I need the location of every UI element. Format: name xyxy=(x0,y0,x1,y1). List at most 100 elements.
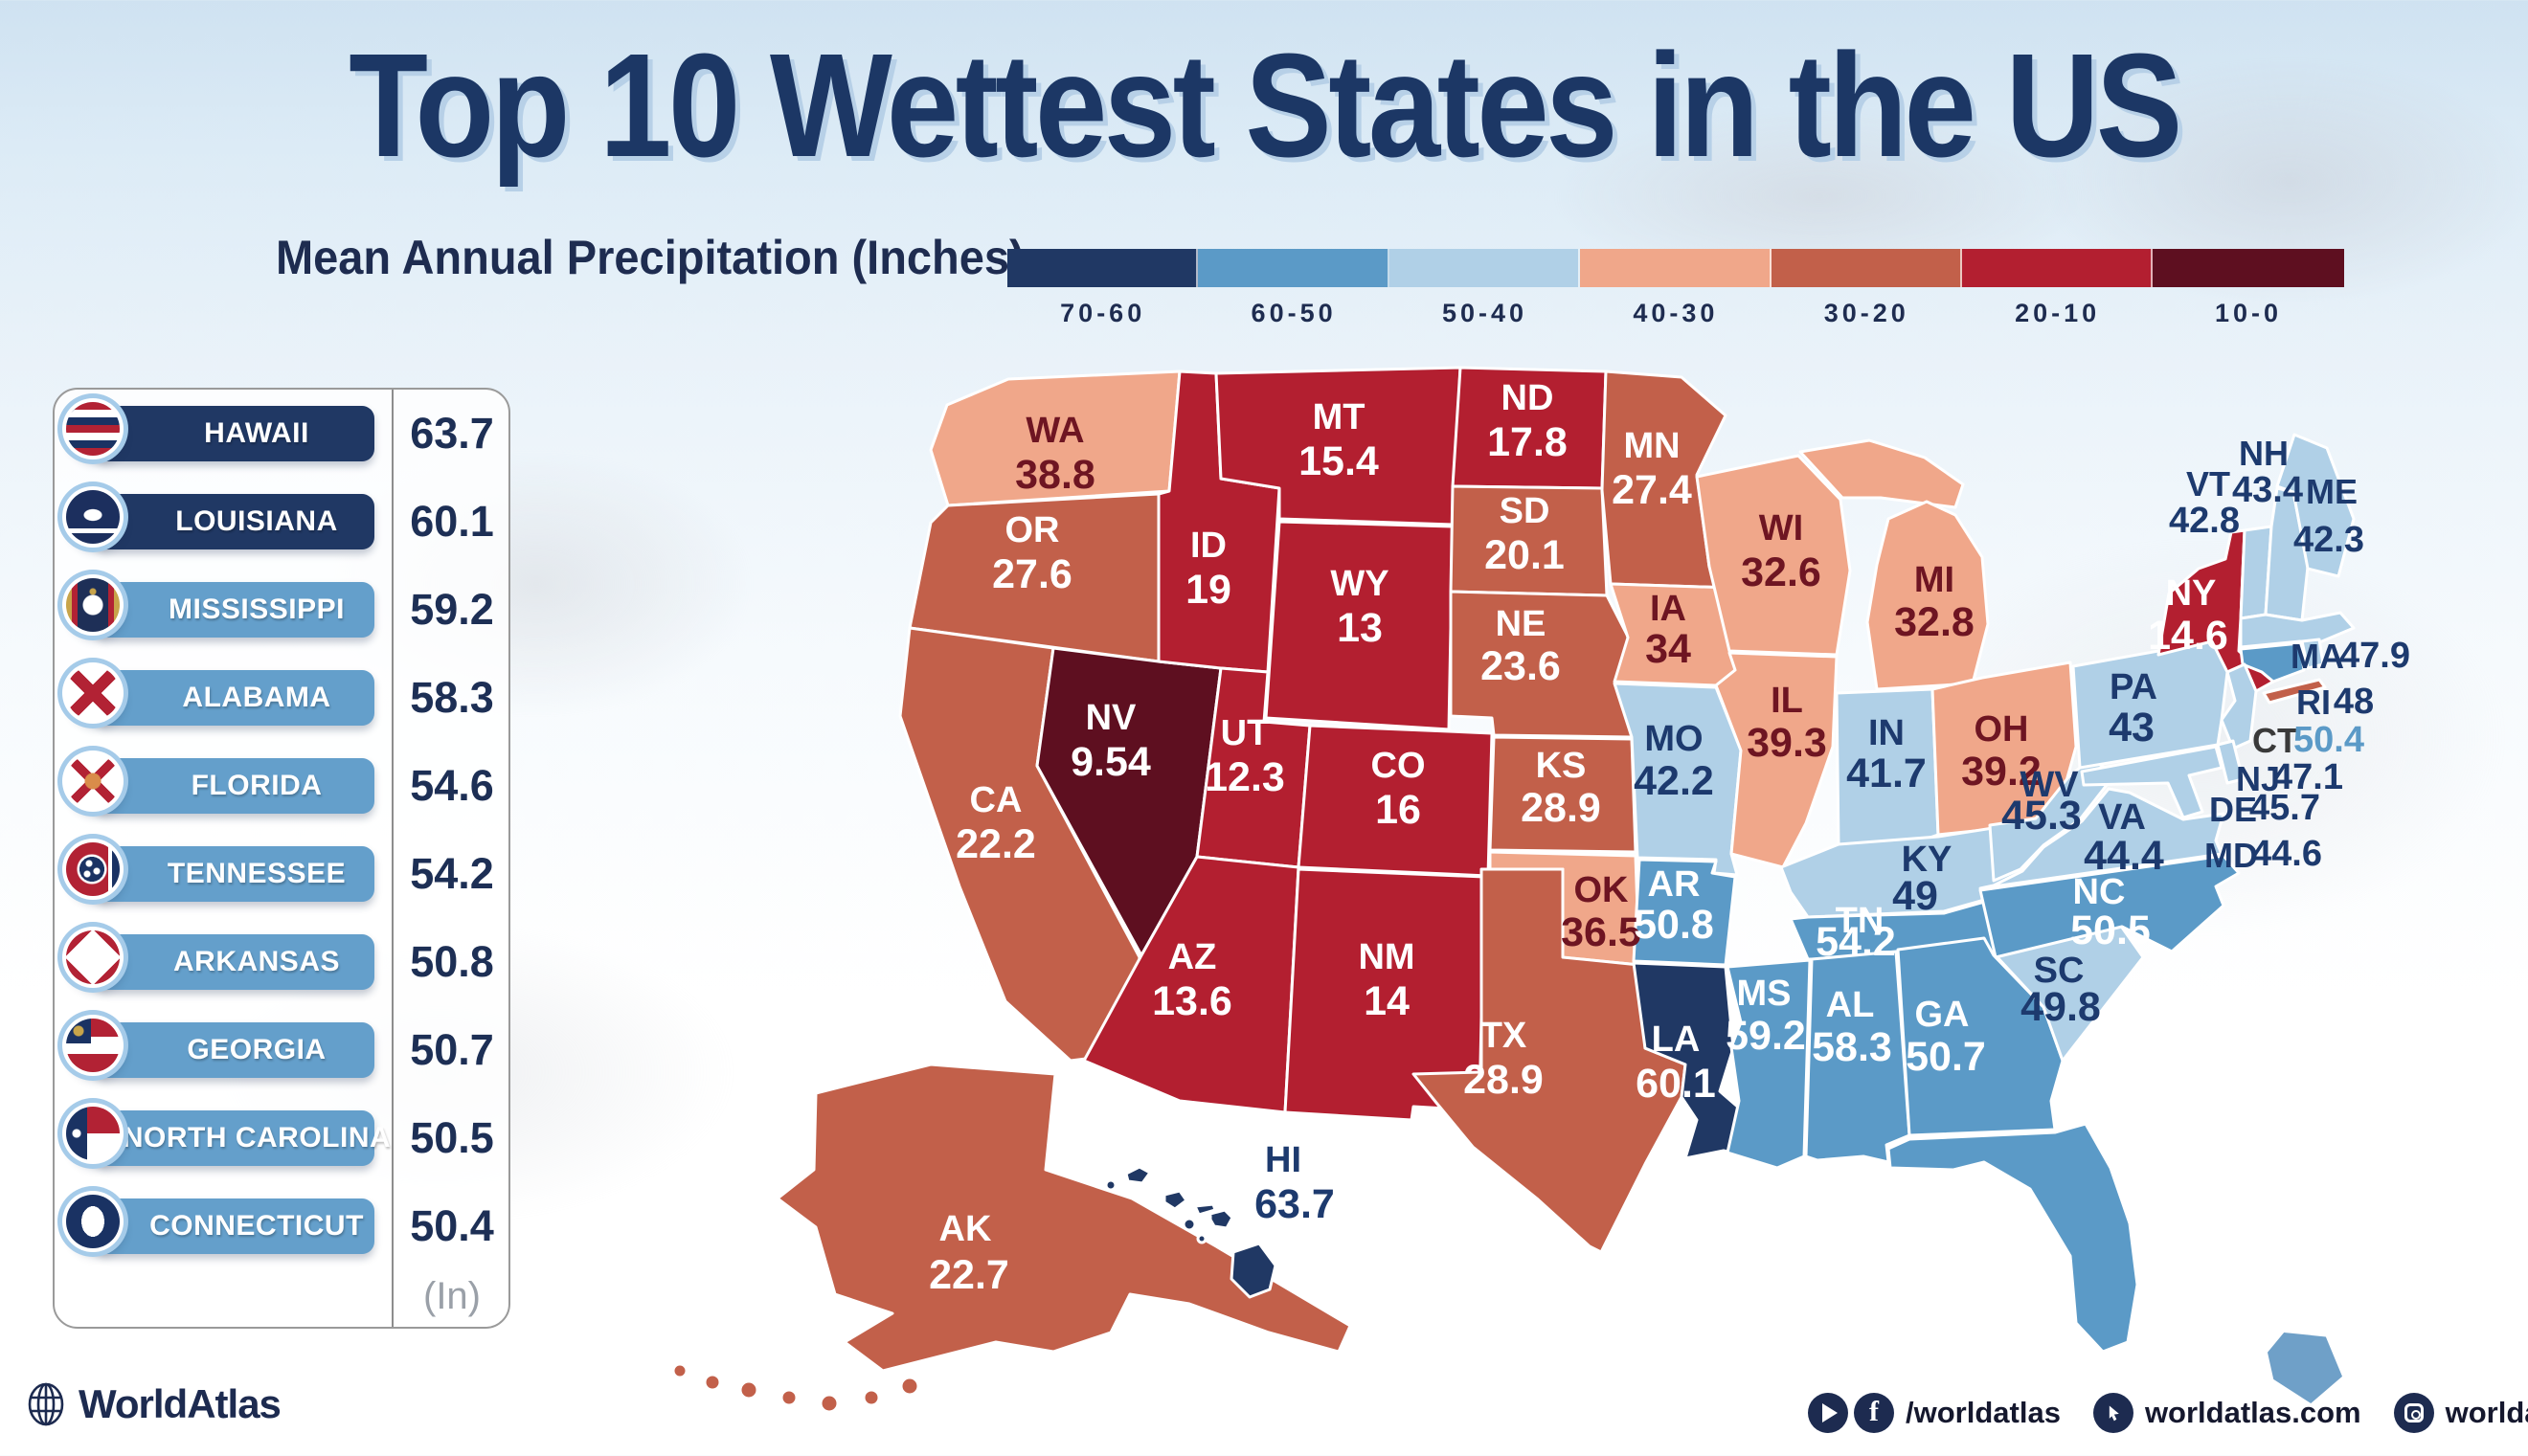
legend-swatch-70-60 xyxy=(1007,249,1199,287)
state-value: 50.5 xyxy=(410,1113,494,1162)
state-or-value: 27.6 xyxy=(992,551,1072,597)
state-ms-value: 59.2 xyxy=(1726,1013,1806,1059)
state-ks-abbr: KS xyxy=(1536,746,1587,786)
state-vt-abbr: VT xyxy=(2186,464,2230,504)
rank-row-arkansas: ARKANSAS 50.8 xyxy=(55,918,508,1006)
legend-swatch-20-10 xyxy=(1961,249,2154,287)
state-in-value: 41.7 xyxy=(1846,750,1927,796)
state-ri xyxy=(2300,638,2325,670)
state-ny-abbr: NY xyxy=(2166,573,2217,614)
state-fl-value: 54.6 xyxy=(1948,1210,2028,1256)
state-name-bar: MISSISSIPPI xyxy=(95,582,374,638)
state-md-value: 44.6 xyxy=(2251,834,2322,874)
state-ri-value: 48 xyxy=(2334,682,2374,722)
state-pa-value: 43 xyxy=(2109,705,2155,750)
state-or-abbr: OR xyxy=(1005,510,1060,550)
state-mo-abbr: MO xyxy=(1644,719,1703,759)
state-name-bar: TENNESSEE xyxy=(95,846,374,902)
state-ak-abbr: AK xyxy=(939,1209,992,1249)
hawaii-islands xyxy=(1104,1165,1277,1299)
legend-range-label: 60-50 xyxy=(1251,299,1337,327)
legend-swatch-40-30 xyxy=(1580,249,1772,287)
hawaii-flag-icon xyxy=(66,402,120,456)
facebook-icon: f xyxy=(1854,1393,1894,1433)
rank-row-louisiana: LOUISIANA 60.1 xyxy=(55,478,508,566)
legend-swatch-60-50 xyxy=(1198,249,1389,287)
youtube-icon xyxy=(1808,1393,1848,1433)
state-value: 63.7 xyxy=(410,409,494,458)
state-ga-abbr: GA xyxy=(1915,995,1970,1035)
state-hi-abbr: HI xyxy=(1265,1140,1301,1180)
state-name-bar: CONNECTICUT xyxy=(95,1198,374,1254)
legend-range-label: 50-40 xyxy=(1441,299,1527,327)
rank-row-alabama: ALABAMA 58.3 xyxy=(55,654,508,742)
state-name-bar: HAWAII xyxy=(95,406,374,461)
legend-swatch-30-20 xyxy=(1771,249,1962,287)
state-mi xyxy=(1865,500,1990,691)
state-ct-abbr: CT xyxy=(2252,721,2298,760)
legend-range-label: 30-20 xyxy=(1823,299,1909,327)
state-al-value: 58.3 xyxy=(1812,1024,1892,1070)
state-oh-value: 39.2 xyxy=(1961,749,2042,795)
state-me-abbr: ME xyxy=(2306,472,2358,511)
state-nj-value: 47.1 xyxy=(2272,757,2343,797)
page-title: Top 10 Wettest States in the US xyxy=(349,23,2182,188)
state-nj-abbr: NJ xyxy=(2236,759,2280,798)
state-wy xyxy=(1264,520,1455,731)
state-la-abbr: LA xyxy=(1652,1019,1701,1060)
state-ky-value: 49 xyxy=(1892,873,1938,919)
state-name: ALABAMA xyxy=(182,682,331,713)
state-ar-value: 50.8 xyxy=(1634,902,1714,948)
state-wv-value: 45.3 xyxy=(2001,793,2082,839)
state-ri-abbr: RI xyxy=(2296,683,2331,722)
rank-row-florida: FLORIDA 54.6 xyxy=(55,742,508,830)
state-wa-value: 38.8 xyxy=(1015,452,1095,498)
state-name-bar: ALABAMA xyxy=(95,670,374,726)
arkansas-flag-icon xyxy=(66,930,120,984)
state-sc-abbr: SC xyxy=(2034,951,2085,991)
state-nc-value: 50.5 xyxy=(2070,907,2151,953)
state-in-abbr: IN xyxy=(1868,713,1905,753)
state-me-value: 42.3 xyxy=(2293,520,2364,560)
state-ia-value: 34 xyxy=(1645,626,1691,672)
rank-row-north-carolina: NORTH CAROLINA 50.5 xyxy=(55,1094,508,1182)
panel-divider xyxy=(392,390,394,1327)
instagram-icon xyxy=(2393,1393,2434,1433)
state-me xyxy=(2275,433,2356,578)
state-value: 58.3 xyxy=(410,673,494,722)
state-ma-value: 47.9 xyxy=(2339,636,2410,676)
state-mt-value: 15.4 xyxy=(1298,438,1379,484)
state-va-value: 44.4 xyxy=(2084,833,2164,879)
state-va-abbr: VA xyxy=(2098,797,2146,838)
state-name-bar: LOUISIANA xyxy=(95,494,374,549)
legend-swatch-10-0 xyxy=(2153,249,2344,287)
state-ne-value: 23.6 xyxy=(1480,643,1561,689)
state-ne xyxy=(1449,590,1634,739)
mississippi-flag-icon xyxy=(66,578,120,632)
state-nv-value: 9.54 xyxy=(1071,739,1151,785)
state-ks xyxy=(1488,735,1637,854)
state-tx-abbr: TX xyxy=(1480,1016,1527,1056)
legend-swatch-50-40 xyxy=(1388,249,1581,287)
social-handle: /worldatlas xyxy=(1906,1396,2061,1429)
state-name-bar: NORTH CAROLINA xyxy=(95,1110,391,1166)
state-az-abbr: AZ xyxy=(1168,937,1217,977)
instagram-handle: worldatlasig xyxy=(2445,1396,2528,1429)
state-sd-abbr: SD xyxy=(1500,491,1550,531)
rank-row-tennessee: TENNESSEE 54.2 xyxy=(55,830,508,918)
alabama-flag-icon xyxy=(66,666,120,720)
state-id-value: 19 xyxy=(1185,567,1231,613)
state-ky-abbr: KY xyxy=(1902,840,1952,880)
website-url: worldatlas.com xyxy=(2144,1396,2361,1429)
rank-row-hawaii: HAWAII 63.7 xyxy=(55,390,508,478)
state-tx-value: 28.9 xyxy=(1463,1057,1544,1103)
state-ak-value: 22.7 xyxy=(929,1252,1009,1298)
georgia-flag-icon xyxy=(66,1019,120,1072)
state-name: GEORGIA xyxy=(187,1034,327,1065)
state-ct-value: 50.4 xyxy=(2293,720,2364,760)
state-ne-abbr: NE xyxy=(1496,604,1546,644)
louisiana-flag-icon xyxy=(66,490,120,544)
state-mn-value: 27.4 xyxy=(1612,467,1692,513)
state-mi-abbr: MI xyxy=(1914,560,1954,600)
